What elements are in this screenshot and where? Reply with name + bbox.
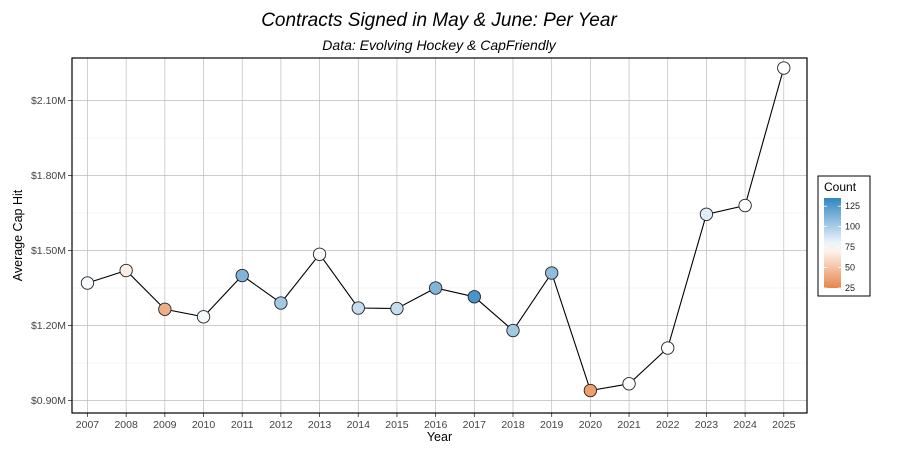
data-point bbox=[545, 266, 559, 280]
y-tick-label: $2.10M bbox=[31, 95, 66, 107]
data-point bbox=[274, 296, 288, 310]
x-tick-label: 2020 bbox=[579, 419, 603, 431]
data-point bbox=[196, 310, 211, 324]
y-tick-label: $1.80M bbox=[31, 170, 66, 182]
x-tick-label: 2011 bbox=[231, 419, 254, 431]
x-axis-title: Year bbox=[427, 430, 452, 444]
data-point bbox=[738, 198, 752, 213]
x-tick-label: 2017 bbox=[463, 419, 487, 431]
data-points bbox=[80, 61, 791, 398]
data-point bbox=[390, 301, 404, 316]
legend-label: 50 bbox=[845, 263, 855, 273]
legend-ticks: 125 100 75 50 25 bbox=[824, 201, 860, 293]
data-point bbox=[119, 263, 133, 278]
y-axis: $0.90M $1.20M $1.50M $1.80M $2.10M bbox=[31, 95, 72, 407]
x-tick-label: 2016 bbox=[424, 419, 448, 431]
legend-label: 100 bbox=[845, 222, 860, 232]
x-tick-label: 2014 bbox=[347, 419, 371, 431]
x-tick-label: 2024 bbox=[733, 419, 757, 431]
data-point bbox=[158, 302, 172, 316]
x-tick-label: 2009 bbox=[153, 419, 177, 431]
grid-lines bbox=[72, 58, 807, 413]
data-point bbox=[777, 61, 791, 75]
data-point bbox=[467, 290, 481, 304]
x-tick-label: 2025 bbox=[772, 419, 796, 431]
data-point bbox=[699, 207, 714, 221]
x-tick-label: 2015 bbox=[385, 419, 409, 431]
data-point bbox=[351, 301, 365, 315]
x-tick-label: 2019 bbox=[540, 419, 564, 431]
chart-subtitle: Data: Evolving Hockey & CapFriendly bbox=[322, 37, 556, 53]
y-tick-label: $0.90M bbox=[31, 395, 66, 407]
x-tick-label: 2023 bbox=[695, 419, 719, 431]
data-point bbox=[235, 268, 249, 283]
x-tick-label: 2012 bbox=[269, 419, 293, 431]
data-point bbox=[312, 247, 327, 261]
data-point bbox=[506, 323, 520, 338]
data-point bbox=[661, 341, 675, 355]
x-axis: 2007 2008 2009 2010 2011 2012 2013 2014 2015 2016… bbox=[76, 413, 796, 431]
plot-panel-border bbox=[71, 57, 808, 414]
legend-label: 125 bbox=[845, 201, 860, 211]
x-tick-label: 2008 bbox=[114, 419, 138, 431]
x-tick-label: 2021 bbox=[617, 419, 641, 431]
chart-title: Contracts Signed in May & June: Per Year bbox=[261, 10, 617, 31]
x-tick-label: 2018 bbox=[501, 419, 525, 431]
legend-label: 75 bbox=[845, 242, 855, 252]
y-tick-label: $1.20M bbox=[31, 320, 66, 332]
legend-colorbar bbox=[824, 198, 841, 288]
x-tick-label: 2010 bbox=[192, 419, 216, 431]
legend-title: Count bbox=[824, 180, 857, 194]
legend-label: 25 bbox=[845, 283, 855, 293]
x-tick-label: 2013 bbox=[308, 419, 332, 431]
legend: Count 125 100 75 50 25 bbox=[817, 175, 871, 297]
x-tick-label: 2022 bbox=[656, 419, 680, 431]
data-point bbox=[428, 281, 443, 295]
data-point bbox=[583, 383, 598, 398]
data-point bbox=[80, 276, 95, 290]
y-axis-title: Average Cap Hit bbox=[11, 189, 25, 281]
y-tick-label: $1.50M bbox=[31, 245, 66, 257]
x-tick-label: 2007 bbox=[76, 419, 100, 431]
data-point bbox=[622, 377, 636, 391]
